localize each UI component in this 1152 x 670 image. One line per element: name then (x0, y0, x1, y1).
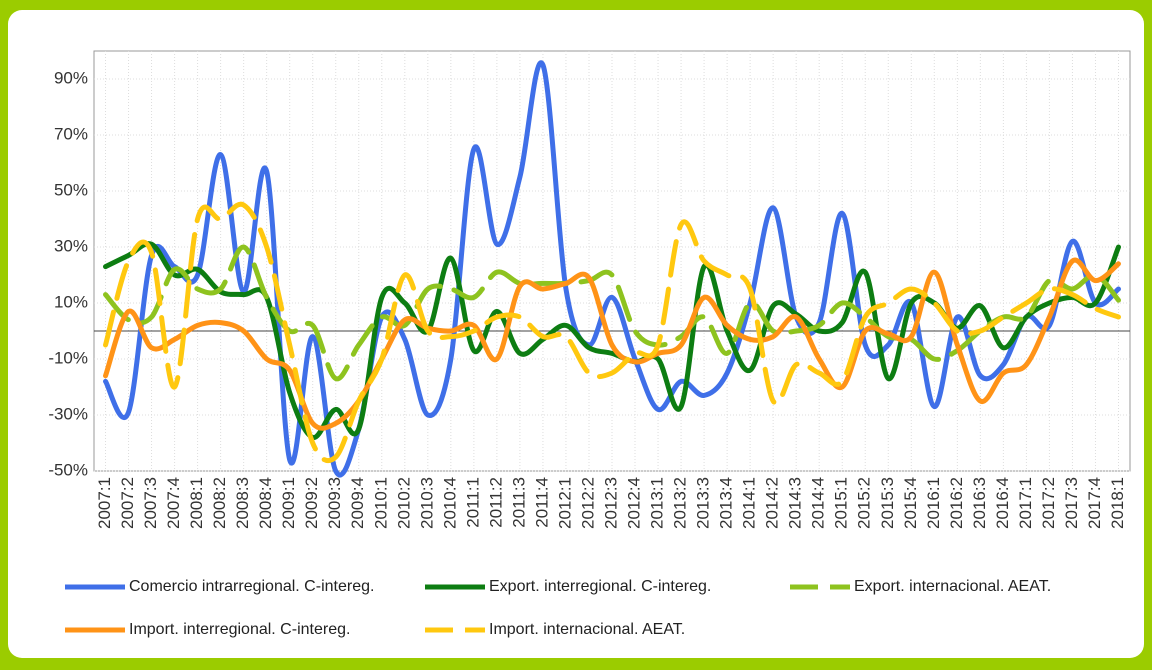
x-tick-label: 2011:4 (532, 477, 551, 528)
x-tick-label: 2013:1 (648, 477, 667, 529)
legend-label: Import. interregional. C-intereg. (129, 621, 350, 638)
x-tick-label: 2015:4 (901, 477, 920, 529)
x-tick-label: 2015:3 (878, 477, 897, 529)
x-tick-label: 2007:4 (164, 477, 183, 529)
x-tick-label: 2014:2 (763, 477, 782, 529)
legend-label: Import. internacional. AEAT. (489, 621, 685, 638)
x-tick-label: 2011:1 (463, 477, 482, 528)
x-tick-label: 2012:3 (601, 477, 620, 529)
x-tick-label: 2012:1 (555, 477, 574, 529)
x-tick-label: 2016:4 (993, 477, 1012, 529)
legend-label: Export. interregional. C-intereg. (489, 578, 711, 595)
y-tick-label: 90% (54, 68, 88, 87)
x-tick-label: 2007:3 (141, 477, 160, 529)
x-tick-label: 2014:3 (786, 477, 805, 529)
x-tick-label: 2010:1 (371, 477, 390, 529)
x-tick-label: 2008:2 (210, 477, 229, 529)
x-tick-label: 2012:4 (625, 477, 644, 529)
x-tick-label: 2008:3 (233, 477, 252, 529)
x-tick-label: 2017:1 (1016, 477, 1035, 529)
x-tick-label: 2016:1 (924, 477, 943, 529)
y-tick-label: -10% (48, 348, 88, 367)
x-tick-label: 2018:1 (1108, 477, 1127, 529)
x-tick-label: 2016:2 (947, 477, 966, 529)
series-line (103, 60, 1121, 478)
x-tick-label: 2017:4 (1085, 477, 1104, 529)
series-line (103, 257, 1121, 431)
x-tick-label: 2009:4 (348, 477, 367, 529)
x-tick-label: 2008:1 (187, 477, 206, 529)
legend-label: Comercio intrarregional. C-intereg. (129, 578, 374, 595)
x-tick-label: 2017:3 (1062, 477, 1081, 529)
x-tick-label: 2011:2 (486, 477, 505, 528)
y-tick-label: -50% (48, 460, 88, 479)
x-tick-label: 2010:2 (394, 477, 413, 529)
series-line (103, 244, 1121, 382)
x-tick-label: 2014:1 (740, 477, 759, 529)
y-tick-label: 30% (54, 236, 88, 255)
x-tick-label: 2008:4 (256, 477, 275, 529)
x-tick-label: 2009:2 (302, 477, 321, 529)
y-tick-label: 50% (54, 180, 88, 199)
x-tick-label: 2009:1 (279, 477, 298, 529)
x-tick-label: 2017:2 (1039, 477, 1058, 529)
x-tick-label: 2013:2 (671, 477, 690, 529)
x-tick-label: 2013:3 (694, 477, 713, 529)
x-tick-label: 2012:2 (578, 477, 597, 529)
x-tick-label: 2009:3 (325, 477, 344, 529)
x-tick-label: 2011:3 (509, 477, 528, 528)
x-tick-label: 2015:1 (832, 477, 851, 529)
x-tick-label: 2010:3 (417, 477, 436, 529)
y-tick-label: 10% (54, 292, 88, 311)
x-tick-label: 2007:2 (118, 477, 137, 529)
series-line (103, 201, 1121, 464)
x-tick-label: 2007:1 (95, 477, 114, 529)
legend-label: Export. internacional. AEAT. (854, 578, 1051, 595)
x-tick-label: 2016:3 (970, 477, 989, 529)
x-tick-label: 2010:4 (440, 477, 459, 529)
x-tick-label: 2014:4 (809, 477, 828, 529)
y-tick-label: -30% (48, 404, 88, 423)
y-tick-label: 70% (54, 124, 88, 143)
x-tick-label: 2013:4 (717, 477, 736, 529)
x-tick-label: 2015:2 (855, 477, 874, 529)
